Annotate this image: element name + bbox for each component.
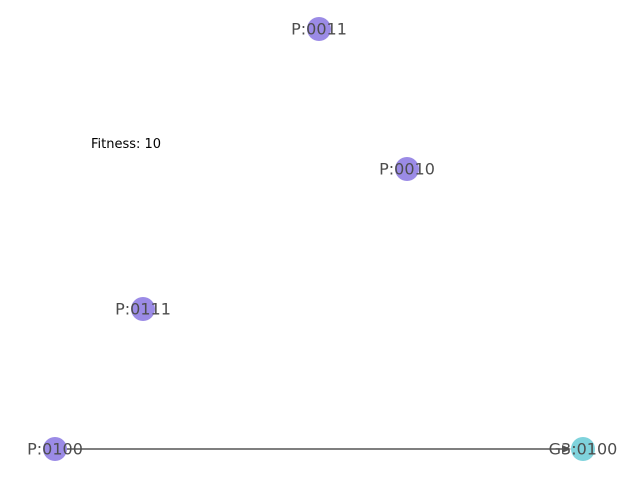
node-label: G3:0100 [549, 440, 618, 459]
node-circle [571, 437, 595, 461]
node-circle [43, 437, 67, 461]
node-circle [307, 17, 331, 41]
node-label: P:0010 [379, 160, 435, 179]
nodes-layer: P:0011 P:0010 P:0111 P:0100 G3:0100 [27, 17, 617, 461]
edges-layer [55, 445, 571, 453]
node-label: P:0011 [291, 20, 347, 39]
node-label: P:0111 [115, 300, 171, 319]
node-p0111: P:0111 [115, 297, 171, 321]
node-circle [131, 297, 155, 321]
node-p0100: P:0100 [27, 437, 83, 461]
node-label: P:0100 [27, 440, 83, 459]
edge-arrowhead [562, 445, 571, 453]
node-p0011: P:0011 [291, 17, 347, 41]
node-p0010: P:0010 [379, 157, 435, 181]
node-circle [395, 157, 419, 181]
node-g3_0100: G3:0100 [549, 437, 618, 461]
fitness-annotation: Fitness: 10 [91, 137, 161, 152]
